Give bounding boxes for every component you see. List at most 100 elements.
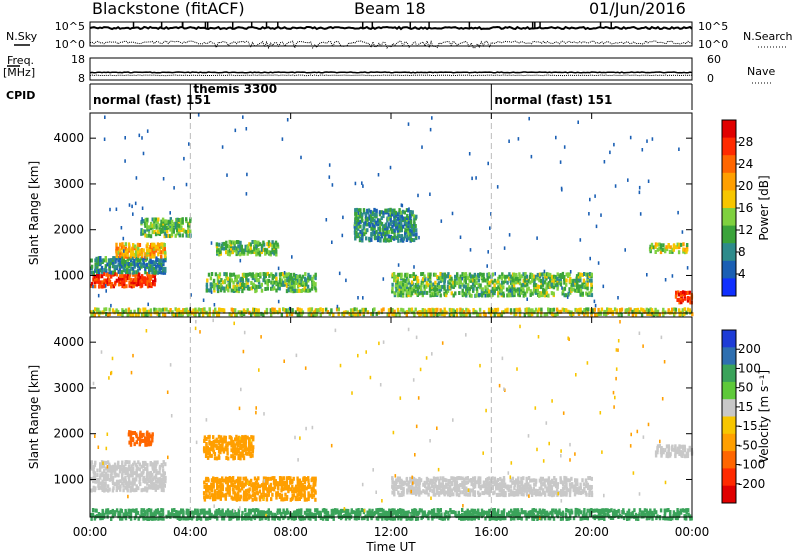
echo-cell [258,250,262,255]
echo-cell [533,491,536,496]
echo-cell [357,296,359,300]
echo-cell [389,210,392,215]
echo-cell [477,272,480,277]
echo-cell [176,228,179,233]
echo-cell [185,229,188,234]
echo-cell [396,222,400,227]
echo-cell [513,480,516,485]
echo-cell [268,273,271,278]
echo-cell [446,284,450,289]
echo-cell [147,302,149,307]
echo-cell [412,230,415,235]
echo-cell [416,289,420,294]
echo-cell [297,486,301,491]
echo-cell [411,230,414,235]
echo-cell [230,513,233,517]
echo-cell [99,512,102,517]
echo-cell [213,456,217,461]
echo-cell [302,485,305,489]
echo-cell [542,490,545,495]
echo-cell [150,282,153,286]
echo-cell [211,445,215,450]
echo-cell [110,274,113,279]
echo-cell [420,516,423,521]
echo-cell [578,489,581,494]
echo-cell [119,256,122,261]
echo-cell [210,512,213,517]
echo-cell [410,309,414,314]
echo-cell [170,219,174,224]
echo-cell [261,243,264,248]
echo-cell [608,310,611,314]
echo-cell [131,282,135,287]
echo-cell [244,445,248,450]
echo-cell [92,270,96,275]
echo-cell [135,282,139,287]
echo-cell [300,308,303,313]
echo-cell [470,285,473,290]
echo-cell [185,516,188,521]
echo-cell [237,439,240,444]
echo-cell [405,276,409,281]
echo-cell [359,212,362,216]
echo-cell [291,289,295,294]
echo-cell [576,490,579,495]
echo-cell [134,462,138,467]
echo-cell [461,282,464,287]
echo-cell [122,309,125,314]
echo-cell [595,224,598,229]
echo-cell [488,280,491,285]
echo-cell [109,272,112,277]
echo-cell [552,278,555,283]
echo-cell [135,468,138,473]
echo-cell [113,271,117,276]
echo-cell [506,274,509,279]
echo-cell [195,516,199,521]
echo-cell [203,307,206,312]
echo-cell [461,485,464,489]
echo-cell [127,477,131,482]
echo-cell [515,480,518,485]
echo-cell [159,258,163,263]
echo-cell [375,236,378,240]
echo-cell [108,462,111,467]
echo-cell [312,512,315,517]
echo-cell [497,486,500,491]
echo-cell [683,307,686,312]
echo-cell [178,312,181,317]
echo-cell [128,473,131,478]
colorbar-tick-label: 4 [738,267,746,281]
echo-cell [447,482,450,487]
echo-cell [505,287,509,292]
echo-cell [223,278,227,283]
echo-cell [103,284,106,289]
echo-cell [344,310,348,315]
echo-cell [535,288,538,293]
echo-cell [409,476,412,481]
echo-cell [108,278,111,283]
echo-cell [681,308,684,313]
echo-cell [452,476,455,481]
echo-cell [223,435,226,440]
echo-cell [448,478,451,483]
echo-cell [454,488,457,493]
echo-cell [472,476,475,481]
echo-cell [459,483,462,487]
echo-cell [154,310,158,315]
date-title: 01/Jun/2016 [589,0,686,18]
echo-cell [274,309,278,314]
echo-cell [409,210,412,214]
echo-cell [393,309,396,314]
echo-cell [115,308,118,313]
echo-cell [345,278,347,283]
echo-cell [482,310,486,315]
echo-cell [180,226,183,230]
echo-cell [151,485,155,490]
echo-cell [529,484,532,489]
echo-cell [386,510,389,515]
echo-cell [508,492,511,497]
echo-cell [241,481,244,485]
echo-cell [533,478,536,483]
echo-cell [391,508,394,513]
echo-cell [688,308,691,313]
